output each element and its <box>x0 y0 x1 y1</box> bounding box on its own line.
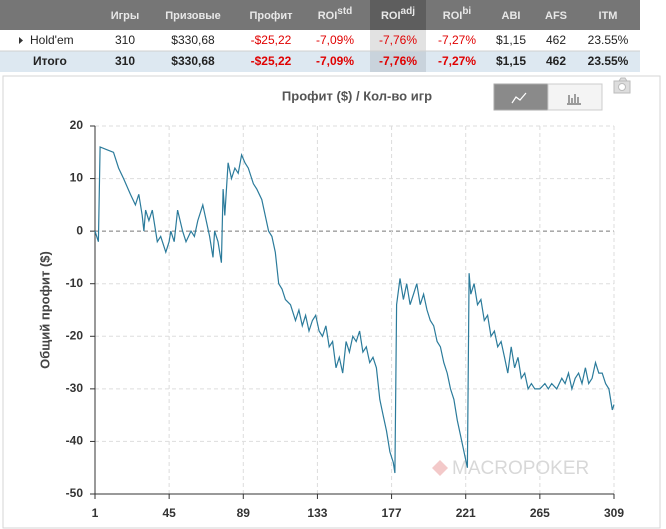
y-tick-label: 10 <box>70 171 84 185</box>
header-base: ROI <box>443 10 463 22</box>
cell: 23.55% <box>588 54 629 68</box>
header-sup: std <box>337 6 352 17</box>
cell: -7,76% <box>379 33 417 47</box>
x-tick-label: 1 <box>92 506 99 520</box>
cell: -7,09% <box>316 33 354 47</box>
camera-lens <box>618 83 626 91</box>
header-cell: ROIbi <box>443 6 472 22</box>
header-cell: ROIstd <box>318 6 353 22</box>
y-tick-label: -20 <box>66 328 84 342</box>
cell: -$25,22 <box>251 54 292 68</box>
header-cell: ABI <box>502 10 521 22</box>
header-base: ROI <box>318 10 338 22</box>
cell: 462 <box>546 54 566 68</box>
cell: 310 <box>115 33 135 47</box>
row-label: Итого <box>33 54 67 68</box>
header-cell: Призовые <box>165 10 221 22</box>
logo-diamond <box>432 460 448 476</box>
y-tick-label: -40 <box>66 434 84 448</box>
cell: -7,27% <box>438 54 476 68</box>
cell: $330,68 <box>171 54 215 68</box>
header-cell: ROIadj <box>381 6 415 22</box>
x-tick-label: 89 <box>237 506 251 520</box>
cell: $330,68 <box>171 33 215 47</box>
y-tick-label: -50 <box>66 486 84 500</box>
x-tick-label: 177 <box>382 506 402 520</box>
header-cell: AFS <box>545 10 567 22</box>
x-tick-label: 265 <box>530 506 550 520</box>
y-tick-label: 20 <box>70 118 84 132</box>
header-cell: Игры <box>111 10 140 22</box>
cell: $1,15 <box>496 33 526 47</box>
chart-title: Профит ($) / Кол-во игр <box>282 88 432 103</box>
cell: -7,27% <box>438 33 476 47</box>
total-row-bg <box>0 51 640 72</box>
header-sup: bi <box>462 6 471 17</box>
cell: $1,15 <box>496 54 526 68</box>
line-view-button[interactable] <box>493 83 549 111</box>
header-bar <box>0 0 640 30</box>
cell: 462 <box>546 33 566 47</box>
y-tick-label: 0 <box>76 223 83 237</box>
profit-line <box>94 146 615 474</box>
header-sup: adj <box>401 6 416 17</box>
header-cell: Профит <box>249 10 293 22</box>
x-tick-label: 133 <box>307 506 327 520</box>
col-highlight <box>370 30 426 51</box>
x-tick-label: 221 <box>456 506 476 520</box>
col-highlight <box>370 51 426 72</box>
x-tick-label: 45 <box>162 506 176 520</box>
cell: -7,09% <box>316 54 354 68</box>
y-tick-label: -10 <box>66 276 84 290</box>
cell: -$25,22 <box>251 33 292 47</box>
row-bg <box>0 30 640 51</box>
y-tick-label: -30 <box>66 381 84 395</box>
header-highlight <box>370 0 426 30</box>
line-icon <box>511 92 527 104</box>
y-axis-label: Общий профит ($) <box>37 251 52 369</box>
expand-arrow[interactable] <box>19 37 23 44</box>
x-tick-label: 309 <box>604 506 624 520</box>
cell: -7,76% <box>379 54 417 68</box>
cell: 23.55% <box>588 33 629 47</box>
row-label: Hold'em <box>30 33 74 47</box>
header-cell: ITM <box>599 10 618 22</box>
header-base: ROI <box>381 10 401 22</box>
cell: 310 <box>115 54 135 68</box>
watermark: MACROPOKER <box>452 458 589 479</box>
bar-icon <box>567 94 581 105</box>
